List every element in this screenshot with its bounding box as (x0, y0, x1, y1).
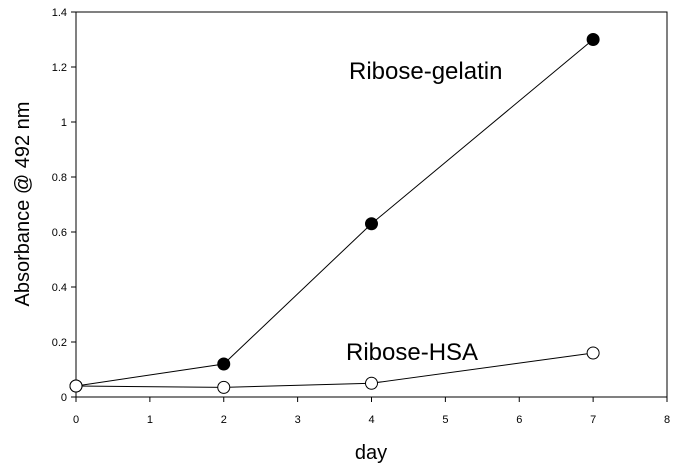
x-tick-label: 0 (73, 414, 79, 426)
series-label-ribose-hsa: Ribose-HSA (346, 339, 478, 366)
y-tick-label: 0.8 (52, 172, 67, 184)
x-tick-label: 8 (664, 414, 670, 426)
y-tick-label: 0.6 (52, 227, 67, 239)
series-label-ribose-gelatin: Ribose-gelatin (349, 58, 502, 85)
data-point-ribose-gelatin (217, 357, 231, 371)
x-tick-label: 4 (368, 414, 374, 426)
data-point-ribose-hsa (586, 346, 600, 360)
data-point-ribose-hsa (69, 379, 83, 393)
x-tick-label: 3 (295, 414, 301, 426)
series-line-ribose-gelatin (75, 39, 594, 387)
data-point-ribose-gelatin (365, 217, 378, 231)
x-tick-label: 5 (442, 414, 448, 426)
x-tick-label: 6 (516, 414, 522, 426)
y-tick-label: 0 (61, 392, 67, 404)
y-tick-label: 1.2 (52, 62, 67, 74)
x-axis-ticks: 0 1 2 3 4 5 6 7 8 (73, 397, 670, 426)
x-tick-label: 2 (221, 414, 227, 426)
data-point-ribose-gelatin (586, 33, 600, 46)
x-tick-label: 7 (590, 414, 596, 426)
y-tick-label: 0.4 (52, 282, 67, 294)
data-point-ribose-hsa (217, 380, 231, 394)
y-axis-title: Absorbance @ 492 nm (12, 102, 34, 307)
series-layer (69, 33, 600, 394)
y-tick-label: 1.4 (52, 7, 67, 19)
x-axis-title: day (355, 442, 387, 464)
y-tick-label: 1 (61, 117, 67, 129)
data-point-ribose-hsa (365, 376, 378, 390)
y-tick-label: 0.2 (52, 337, 67, 349)
x-tick-label: 1 (147, 414, 153, 426)
series-line-ribose-hsa (75, 352, 594, 388)
y-axis-ticks: 0 0.2 0.4 0.6 0.8 1 1.2 1.4 (52, 7, 76, 404)
